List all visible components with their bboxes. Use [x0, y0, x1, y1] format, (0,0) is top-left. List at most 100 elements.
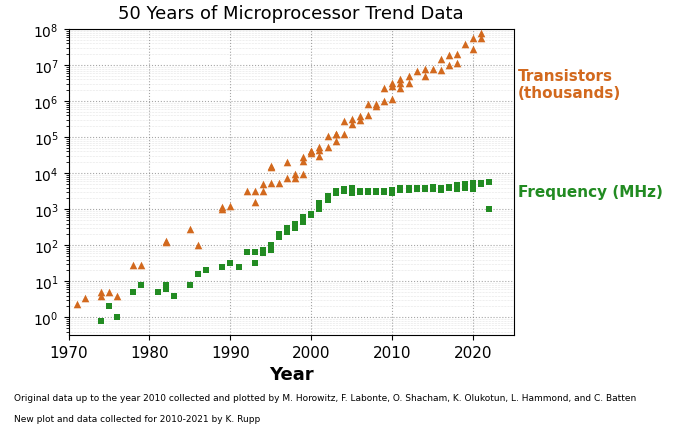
Point [427, 186, 438, 193]
Point [314, 153, 325, 160]
Point [160, 238, 171, 245]
Point [322, 134, 333, 141]
Point [395, 186, 406, 193]
Point [160, 282, 171, 289]
Point [476, 181, 487, 188]
Point [387, 187, 398, 194]
Point [71, 349, 82, 356]
Point [258, 250, 269, 257]
Point [330, 188, 341, 195]
Point [338, 186, 349, 193]
Text: Transistors
(thousands): Transistors (thousands) [518, 69, 621, 101]
Point [362, 112, 373, 119]
Point [468, 35, 479, 42]
Point [322, 197, 333, 204]
Point [387, 190, 398, 197]
Point [338, 188, 349, 195]
Point [265, 164, 276, 171]
Point [419, 66, 430, 73]
Point [241, 249, 252, 255]
Point [128, 289, 139, 296]
Point [436, 184, 447, 191]
Point [362, 190, 373, 197]
Point [330, 131, 341, 138]
Point [330, 131, 341, 138]
Point [298, 214, 309, 221]
Point [347, 186, 358, 193]
Point [436, 56, 447, 63]
Point [217, 204, 228, 211]
Point [314, 200, 325, 207]
Point [460, 181, 471, 188]
Point [201, 267, 212, 274]
Point [322, 196, 333, 203]
Point [217, 264, 228, 270]
Point [347, 190, 358, 197]
Point [265, 180, 276, 187]
Point [103, 303, 114, 310]
Point [225, 203, 236, 210]
Point [136, 282, 147, 289]
Point [338, 131, 349, 138]
Point [265, 163, 276, 170]
Point [79, 339, 90, 346]
Point [354, 190, 365, 197]
X-axis label: Year: Year [269, 366, 314, 384]
Point [95, 317, 106, 324]
Point [233, 264, 244, 270]
Point [443, 184, 454, 191]
Point [95, 292, 106, 299]
Point [290, 175, 301, 182]
Point [387, 96, 398, 103]
Point [347, 121, 358, 128]
Point [354, 188, 365, 195]
Point [362, 101, 373, 108]
Point [273, 180, 284, 187]
Point [282, 175, 292, 182]
Point [282, 160, 292, 166]
Point [249, 189, 260, 196]
Point [419, 74, 430, 80]
Point [379, 190, 390, 197]
Point [112, 314, 123, 321]
Point [451, 186, 462, 193]
Point [411, 184, 422, 191]
Point [314, 147, 325, 154]
Point [468, 186, 479, 193]
Point [411, 186, 422, 193]
Point [443, 52, 454, 59]
Point [184, 226, 195, 233]
Point [322, 194, 333, 200]
Point [290, 221, 301, 227]
Point [379, 188, 390, 195]
Point [443, 63, 454, 70]
Point [371, 188, 382, 195]
Point [290, 172, 301, 178]
Point [330, 189, 341, 196]
Point [265, 247, 276, 254]
Point [298, 217, 309, 224]
Title: 50 Years of Microprocessor Trend Data: 50 Years of Microprocessor Trend Data [119, 5, 464, 23]
Point [249, 199, 260, 206]
Point [79, 295, 90, 301]
Point [128, 261, 139, 268]
Point [249, 259, 260, 266]
Point [387, 189, 398, 196]
Point [371, 189, 382, 196]
Point [192, 271, 203, 278]
Point [258, 247, 269, 254]
Point [298, 154, 309, 161]
Point [152, 289, 163, 296]
Point [436, 187, 447, 194]
Point [298, 171, 309, 178]
Point [395, 81, 406, 88]
Point [258, 181, 269, 188]
Point [330, 138, 341, 145]
Point [436, 68, 447, 74]
Point [330, 190, 341, 197]
Point [354, 118, 365, 125]
Point [395, 185, 406, 192]
Point [314, 206, 325, 213]
Point [241, 189, 252, 196]
Point [451, 182, 462, 189]
